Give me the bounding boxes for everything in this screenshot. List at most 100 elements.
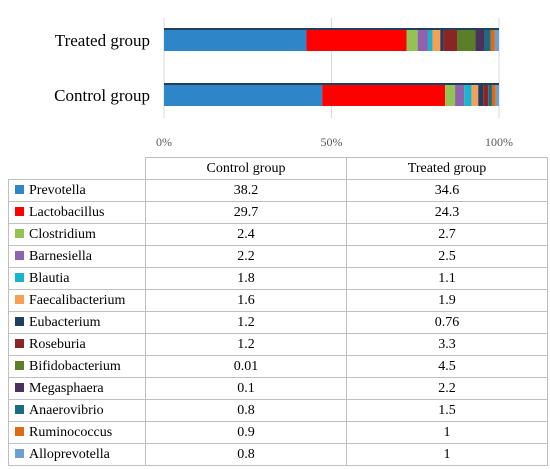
data-table: Control group Treated group Prevotella 38…: [8, 157, 548, 466]
bar-segment: [306, 29, 407, 51]
table-row: Eubacterium 1.2 0.76: [8, 311, 548, 334]
row-label-cell: Clostridium: [8, 223, 146, 246]
table-row: Roseburia 1.2 3.3: [8, 333, 548, 356]
table-row: Clostridium 2.4 2.7: [8, 223, 548, 246]
control-value-cell: 0.1: [145, 377, 347, 400]
treated-value-cell: 1.9: [346, 289, 548, 312]
row-label-cell: Blautia: [8, 267, 146, 290]
table-row: Prevotella 38.2 34.6: [8, 179, 548, 202]
bar-segment: [478, 84, 484, 106]
control-value-cell: 1.8: [145, 267, 347, 290]
row-label-cell: Alloprevotella: [8, 443, 146, 466]
category-labels: Treated group Control group: [54, 31, 150, 105]
control-value-cell: 0.9: [145, 421, 347, 444]
table-row: Ruminococcus 0.9 1: [8, 421, 548, 444]
bar-segment: [322, 84, 446, 106]
legend-swatch: [15, 317, 24, 326]
row-label: Lactobacillus: [29, 205, 105, 220]
bar-segment: [471, 84, 479, 106]
row-label: Barnesiella: [29, 249, 92, 264]
treated-value-cell: 2.5: [346, 245, 548, 268]
x-tick-label: 50%: [321, 135, 343, 149]
control-value-cell: 1.2: [145, 311, 347, 334]
row-label-cell: Megasphaera: [8, 377, 146, 400]
legend-swatch: [15, 185, 24, 194]
control-value-cell: 38.2: [145, 179, 347, 202]
x-tick-label: 100%: [485, 135, 513, 149]
row-label-cell: Faecalibacterium: [8, 289, 146, 312]
bar-segment: [491, 84, 496, 106]
row-label-cell: Barnesiella: [8, 245, 146, 268]
bar-segment: [455, 84, 465, 106]
row-label: Blautia: [29, 271, 70, 286]
legend-swatch: [15, 295, 24, 304]
table-row: Barnesiella 2.2 2.5: [8, 245, 548, 268]
bar-segment: [445, 84, 456, 106]
treated-value-cell: 2.7: [346, 223, 548, 246]
control-value-cell: 0.8: [145, 399, 347, 422]
legend-swatch: [15, 427, 24, 436]
row-label: Eubacterium: [29, 315, 101, 330]
row-label: Anaerovibrio: [29, 403, 104, 418]
table-corner-cell: [8, 157, 146, 180]
row-label: Clostridium: [29, 227, 96, 242]
x-axis-tick-labels: 0% 50% 100%: [156, 135, 513, 149]
bar-segment: [432, 29, 441, 51]
control-value-cell: 0.01: [145, 355, 347, 378]
row-label: Ruminococcus: [29, 425, 113, 440]
stacked-bar-chart: Treated group Control group 0% 50% 100%: [54, 18, 513, 149]
x-tick-label: 0%: [156, 135, 172, 149]
row-label-cell: Ruminococcus: [8, 421, 146, 444]
control-value-cell: 0.8: [145, 443, 347, 466]
header-treated-group: Treated group: [346, 157, 548, 180]
legend-swatch: [15, 383, 24, 392]
table-row: Alloprevotella 0.8 1: [8, 443, 548, 466]
legend-swatch: [15, 361, 24, 370]
bar-segment: [483, 84, 489, 106]
bar-segment: [164, 84, 323, 106]
treated-value-cell: 2.2: [346, 377, 548, 400]
row-label-cell: Anaerovibrio: [8, 399, 146, 422]
legend-swatch: [15, 449, 24, 458]
bar-segment: [495, 84, 499, 106]
row-label: Alloprevotella: [29, 447, 110, 462]
legend-swatch: [15, 273, 24, 282]
table-row: Faecalibacterium 1.6 1.9: [8, 289, 548, 312]
table-row: Anaerovibrio 0.8 1.5: [8, 399, 548, 422]
bar-segment: [490, 29, 495, 51]
treated-value-cell: 1: [346, 421, 548, 444]
control-value-cell: 1.6: [145, 289, 347, 312]
category-label: Treated group: [55, 31, 150, 50]
row-label-cell: Prevotella: [8, 179, 146, 202]
row-label: Bifidobacterium: [29, 359, 121, 374]
treated-value-cell: 3.3: [346, 333, 548, 356]
bar-segment: [464, 84, 472, 106]
chart-bars: [164, 28, 499, 106]
table-row: Blautia 1.8 1.1: [8, 267, 548, 290]
legend-swatch: [15, 207, 24, 216]
row-label: Prevotella: [29, 183, 86, 198]
row-label: Roseburia: [29, 337, 86, 352]
category-label: Control group: [54, 86, 150, 105]
row-label-cell: Eubacterium: [8, 311, 146, 334]
legend-swatch: [15, 251, 24, 260]
bar-segment: [488, 84, 492, 106]
legend-swatch: [15, 339, 24, 348]
bar-segment: [457, 29, 476, 51]
header-control-group: Control group: [145, 157, 347, 180]
row-label-cell: Roseburia: [8, 333, 146, 356]
bar-segment: [443, 29, 458, 51]
treated-value-cell: 1.1: [346, 267, 548, 290]
treated-value-cell: 4.5: [346, 355, 548, 378]
legend-swatch: [15, 229, 24, 238]
row-label: Megasphaera: [29, 381, 104, 396]
bar-segment: [475, 29, 485, 51]
bar-segment: [164, 29, 307, 51]
control-value-cell: 2.2: [145, 245, 347, 268]
treated-value-cell: 1.5: [346, 399, 548, 422]
row-label-cell: Bifidobacterium: [8, 355, 146, 378]
treated-value-cell: 1: [346, 443, 548, 466]
bar-segment: [427, 29, 433, 51]
treated-value-cell: 0.76: [346, 311, 548, 334]
bar-segment: [440, 29, 444, 51]
